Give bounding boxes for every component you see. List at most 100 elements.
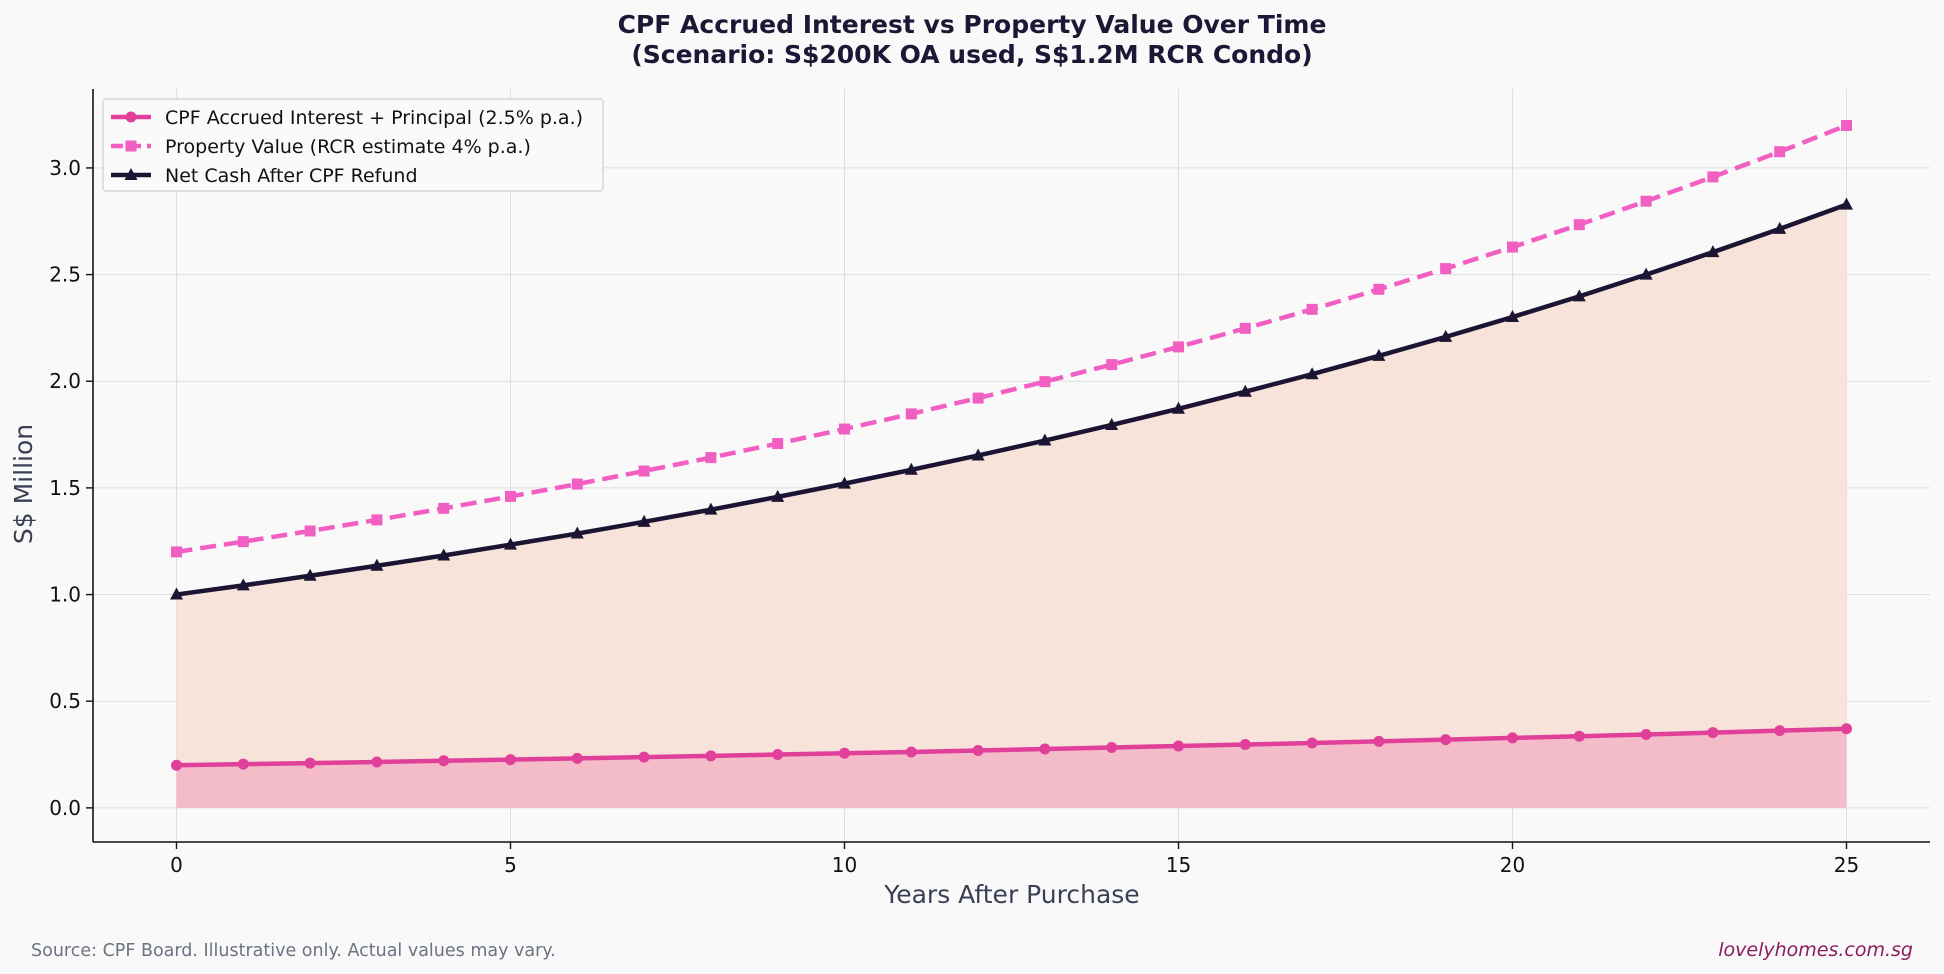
source-note: Source: CPF Board. Illustrative only. Ac… bbox=[31, 941, 556, 961]
property-value-point bbox=[1507, 241, 1518, 253]
property-value-point bbox=[1239, 322, 1251, 334]
x-tick-label: 5 bbox=[504, 853, 517, 877]
cpf-accrued-point bbox=[1173, 740, 1184, 752]
y-tick-label: 0.0 bbox=[49, 796, 81, 820]
y-tick-label: 2.0 bbox=[49, 369, 81, 393]
net-cash-area bbox=[176, 204, 1847, 808]
legend-marker-cpf-accrued bbox=[125, 111, 137, 123]
net-cash-point bbox=[1305, 367, 1319, 380]
net-cash-point bbox=[971, 448, 985, 461]
cpf-accrued-point bbox=[638, 751, 650, 763]
x-axis-label: Years After Purchase bbox=[883, 880, 1139, 909]
property-value-point bbox=[1173, 341, 1184, 353]
cpf-accrued-point bbox=[237, 758, 249, 770]
net-cash-point bbox=[236, 578, 250, 591]
x-tick-label: 25 bbox=[1834, 853, 1859, 877]
legend-marker-net-cash bbox=[124, 168, 138, 180]
y-tick-label: 2.5 bbox=[49, 263, 81, 287]
brand-watermark: lovelyhomes.com.sg bbox=[1718, 939, 1913, 961]
cpf-accrued-point bbox=[705, 750, 717, 762]
net-cash-point bbox=[1773, 221, 1787, 234]
cpf-accrued-point bbox=[171, 759, 182, 771]
chart-title-line-1: CPF Accrued Interest vs Property Value O… bbox=[618, 10, 1327, 39]
cpf-accrued-point bbox=[1640, 728, 1652, 740]
x-tick-label: 0 bbox=[170, 853, 183, 877]
property-value-point bbox=[705, 452, 717, 464]
cpf-accrued-point bbox=[1373, 735, 1385, 747]
cpf-accrued-point bbox=[304, 757, 316, 769]
net-cash-point bbox=[1038, 433, 1052, 446]
cpf-accrued-point bbox=[1774, 725, 1786, 737]
net-cash-point bbox=[1372, 348, 1386, 361]
legend-label-cpf-accrued: CPF Accrued Interest + Principal (2.5% p… bbox=[165, 107, 583, 129]
y-tick-label: 0.5 bbox=[49, 689, 81, 713]
x-tick-label: 15 bbox=[1166, 853, 1191, 877]
cpf-accrued-point bbox=[1440, 734, 1452, 746]
cpf-accrued-point bbox=[371, 756, 383, 768]
legend-label-net-cash: Net Cash After CPF Refund bbox=[165, 165, 418, 187]
cpf-accrued-point bbox=[905, 746, 917, 758]
net-cash-point bbox=[704, 502, 718, 515]
net-cash-point bbox=[1572, 289, 1586, 302]
property-value-line bbox=[176, 123, 1848, 555]
net-cash-point bbox=[1238, 384, 1252, 397]
property-value-point bbox=[1774, 146, 1786, 158]
plot-area: 0 5 10 15 20 25 0.0 0.5 1.0 1.5 2.0 2.5 3.0 bbox=[49, 89, 1930, 877]
cpf-accrued-point bbox=[1507, 732, 1518, 744]
net-cash-point bbox=[1639, 267, 1653, 280]
cpf-accrued-point bbox=[438, 755, 450, 767]
property-value-point bbox=[304, 525, 316, 537]
property-value-point bbox=[839, 423, 850, 435]
net-cash-point bbox=[504, 537, 517, 550]
net-cash-line bbox=[176, 202, 1848, 597]
net-cash-point bbox=[437, 548, 451, 561]
property-value-point bbox=[438, 502, 450, 514]
cpf-accrued-line bbox=[176, 726, 1847, 768]
net-cash-point bbox=[370, 558, 384, 571]
cpf-accrued-point bbox=[571, 752, 583, 764]
x-tick-label: 10 bbox=[832, 853, 857, 877]
property-value-point bbox=[1306, 303, 1318, 315]
y-tick-label: 3.0 bbox=[49, 156, 81, 180]
cpf-accrued-point bbox=[839, 747, 850, 759]
cpf-accrued-point bbox=[505, 754, 516, 766]
x-tick-label: 20 bbox=[1500, 853, 1525, 877]
cpf-accrued-point bbox=[1239, 739, 1251, 751]
net-cash-point bbox=[771, 489, 785, 502]
property-value-point bbox=[1573, 219, 1585, 231]
property-value-point bbox=[1039, 376, 1051, 388]
property-value-point bbox=[237, 536, 249, 548]
legend-marker-property-value bbox=[125, 140, 137, 152]
y-tick-label: 1.0 bbox=[49, 583, 81, 607]
net-cash-point bbox=[1840, 197, 1853, 210]
cpf-accrued-point bbox=[1841, 723, 1852, 735]
legend-box bbox=[102, 98, 604, 192]
cpf-accrued-point bbox=[972, 744, 984, 756]
net-cash-point bbox=[570, 526, 584, 539]
cpf-accrued-point bbox=[1039, 743, 1051, 755]
y-tick-label: 1.5 bbox=[49, 476, 81, 500]
net-cash-point bbox=[838, 476, 851, 489]
legend-label-property-value: Property Value (RCR estimate 4% p.a.) bbox=[165, 136, 531, 158]
legend: CPF Accrued Interest + Principal (2.5% p… bbox=[102, 98, 604, 192]
net-cash-point bbox=[1439, 329, 1453, 342]
property-value-point bbox=[1707, 171, 1719, 183]
net-cash-point bbox=[904, 462, 918, 475]
property-value-point bbox=[972, 392, 984, 404]
y-axis-label: S$ Million bbox=[9, 424, 38, 544]
cpf-accrued-point bbox=[1573, 730, 1585, 742]
net-cash-point bbox=[637, 514, 651, 527]
net-cash-point bbox=[1172, 401, 1185, 414]
property-value-point bbox=[1440, 263, 1452, 275]
property-value-point bbox=[905, 408, 917, 420]
net-cash-point bbox=[1706, 245, 1720, 258]
property-value-point bbox=[571, 478, 583, 490]
net-cash-point bbox=[170, 587, 183, 600]
property-value-point bbox=[772, 438, 784, 450]
property-value-point bbox=[1373, 283, 1385, 295]
cpf-area bbox=[176, 728, 1847, 808]
property-value-point bbox=[171, 546, 182, 558]
property-value-point bbox=[1640, 195, 1652, 207]
net-cash-point bbox=[303, 568, 317, 581]
